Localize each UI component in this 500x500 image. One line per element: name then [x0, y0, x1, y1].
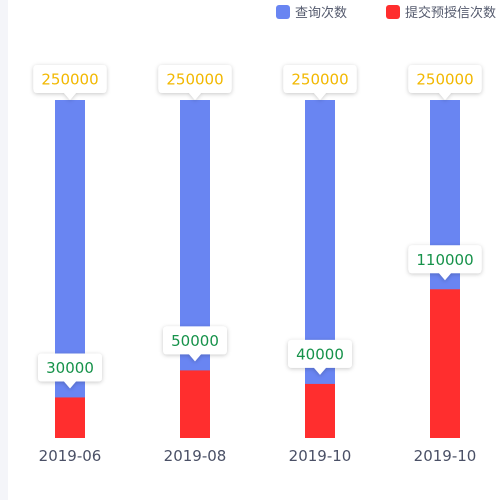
legend[interactable]: 查询次数 提交预授信次数: [276, 5, 496, 21]
label-submit-3-text: 110000: [416, 251, 473, 269]
data-labels-group: 250000 30000 250000 50000 250000 40000 250000 1…: [33, 65, 482, 389]
label-query-1-box: [158, 65, 232, 100]
label-submit-2-box: [288, 339, 352, 375]
label-submit-2-text: 40000: [296, 345, 344, 363]
bars-group: [55, 100, 460, 438]
label-query-3: 250000: [408, 65, 482, 100]
bar-submit-1[interactable]: [180, 370, 210, 438]
label-submit-1-box: [163, 326, 227, 362]
label-query-0: 250000: [33, 65, 107, 100]
label-query-2-text: 250000: [291, 71, 348, 89]
label-submit-0: 30000: [38, 353, 102, 389]
label-submit-1: 50000: [163, 326, 227, 362]
legend-item-1[interactable]: 提交预授信次数: [386, 5, 496, 21]
label-query-2-box: [283, 65, 357, 100]
x-tick-label-2: 2019-10: [289, 447, 352, 465]
label-query-0-box: [33, 65, 107, 100]
label-query-1: 250000: [158, 65, 232, 100]
x-tick-label-0: 2019-06: [39, 447, 102, 465]
x-tick-label-1: 2019-08: [164, 447, 227, 465]
label-query-1-text: 250000: [166, 71, 223, 89]
label-submit-3: 110000: [408, 245, 482, 281]
label-submit-3-box: [408, 245, 482, 281]
x-axis-tick-labels: 2019-06 2019-08 2019-10 2019-10: [39, 447, 477, 465]
legend-label-1: 提交预授信次数: [405, 5, 496, 21]
label-submit-0-box: [38, 353, 102, 389]
x-tick-label-3: 2019-10: [414, 447, 477, 465]
bar-submit-3[interactable]: [430, 289, 460, 438]
left-edge-strip: [0, 0, 8, 500]
label-submit-2: 40000: [288, 339, 352, 375]
bar-submit-0[interactable]: [55, 397, 85, 438]
label-query-3-text: 250000: [416, 71, 473, 89]
bar-query-2[interactable]: [305, 100, 335, 438]
legend-swatch-1: [386, 5, 400, 19]
label-submit-1-text: 50000: [171, 332, 219, 350]
legend-label-0: 查询次数: [295, 5, 347, 21]
bar-submit-2[interactable]: [305, 383, 335, 438]
label-submit-0-text: 30000: [46, 359, 94, 377]
label-query-0-text: 250000: [41, 71, 98, 89]
label-query-2: 250000: [283, 65, 357, 100]
legend-item-0[interactable]: 查询次数: [276, 5, 347, 21]
legend-swatch-0: [276, 5, 290, 19]
label-query-3-box: [408, 65, 482, 100]
